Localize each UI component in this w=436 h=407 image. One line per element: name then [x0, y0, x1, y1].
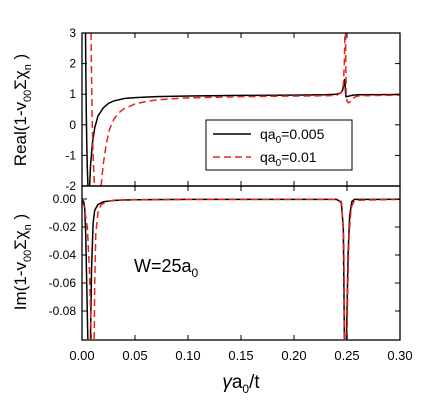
series-line-qa0-0-005-seg1	[89, 198, 346, 340]
bottom-y-ticks: 0.00 -0.02 -0.04 -0.06 -0.08	[49, 192, 400, 318]
y-tick-label: 0	[69, 118, 76, 132]
bottom-plot-frame	[81, 185, 401, 341]
annotation-w: W=25a0	[134, 256, 199, 280]
x-tick-label: 0.20	[281, 348, 306, 363]
legend-box	[205, 119, 353, 171]
y-tick-label: -0.04	[49, 248, 77, 262]
series-line-qa0-0-005-seg1	[88, 78, 400, 186]
y-tick-label: -0.08	[49, 304, 77, 318]
legend-label-1: qa0=0.005	[260, 126, 325, 146]
y-tick-label: -0.06	[49, 276, 77, 290]
series-line-qa0-0-01-seg1	[93, 198, 346, 340]
legend-entry-qa0-0.01: qa0=0.01	[213, 149, 317, 169]
top-plot-lines	[84, 33, 400, 186]
x-tick-label: 0.05	[122, 348, 147, 363]
series-line-qa0-0-01-seg2	[344, 33, 400, 104]
bottom-plot-lines	[82, 198, 400, 340]
legend-entry-qa0-0.005: qa0=0.005	[213, 126, 325, 146]
bottom-panel: 0.00 -0.02 -0.04 -0.06 -0.08 0.00 0.05 0.10 0.1…	[11, 185, 413, 396]
x-tick-label: 0.10	[175, 348, 200, 363]
x-axis-label: γa0/t	[222, 372, 260, 396]
series-line-qa0-0-01-seg0	[90, 33, 96, 186]
bottom-x-ticks: 0.00 0.05 0.10 0.15 0.20 0.25 0.30	[69, 186, 413, 363]
y-tick-label: -2	[65, 179, 76, 193]
legend: qa0=0.005 qa0=0.01	[205, 119, 353, 171]
bottom-y-axis-label: Im(1-v00Σχn )	[11, 214, 34, 310]
series-line-qa0-0-005-seg0	[84, 33, 89, 186]
x-tick-label: 0.30	[387, 348, 412, 363]
series-line-qa0-0-005-seg2	[345, 198, 400, 340]
y-tick-label: 1	[69, 87, 76, 101]
top-y-axis-label: Real(1-v00Σχn )	[11, 54, 34, 166]
y-tick-label: -0.02	[49, 220, 77, 234]
series-line-qa0-0-01-seg0	[82, 201, 93, 340]
x-tick-label: 0.15	[228, 348, 253, 363]
x-tick-label: 0.00	[69, 348, 94, 363]
y-tick-label: -1	[65, 148, 76, 162]
top-panel: -2 -1 0 1 2 3 Real(1-v00Σχn ) qa0=0.005 qa0=0…	[11, 26, 401, 193]
series-line-qa0-0-01-seg2	[346, 198, 400, 340]
y-tick-label: 2	[69, 57, 76, 71]
y-tick-label: 0.00	[53, 192, 77, 206]
series-line-qa0-0-005-seg0	[82, 199, 89, 340]
x-tick-label: 0.25	[334, 348, 359, 363]
legend-label-2: qa0=0.01	[260, 149, 317, 169]
series-line-qa0-0-01-seg1	[100, 33, 346, 186]
y-tick-label: 3	[69, 26, 76, 40]
